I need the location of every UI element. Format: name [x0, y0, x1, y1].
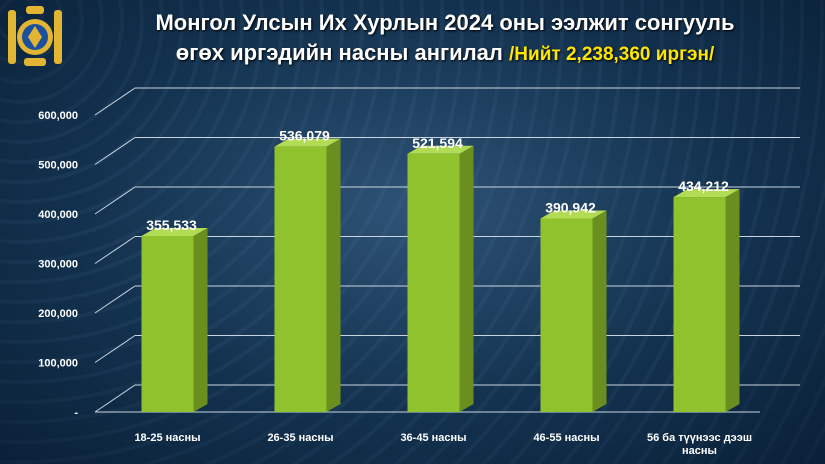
bar	[673, 197, 726, 412]
chart-title: Монгол Улсын Их Хурлын 2024 оны ээлжит с…	[70, 8, 820, 70]
bar-top	[274, 138, 341, 147]
bar	[540, 218, 593, 412]
bar-top	[141, 228, 208, 237]
bar-side	[592, 210, 607, 412]
y-tick-label: 500,000	[38, 160, 78, 172]
bar-top	[540, 210, 607, 219]
data-label: 521,594	[412, 135, 463, 151]
state-emblem-logo	[8, 6, 62, 66]
bar-side	[193, 228, 208, 412]
gridline-depth	[94, 236, 136, 264]
gridline-depth	[94, 186, 136, 215]
x-tick-label: 18-25 насны	[134, 432, 200, 444]
gridline-depth	[94, 335, 136, 363]
y-tick-label: 400,000	[38, 209, 78, 221]
gridline-depth	[94, 137, 136, 165]
bar-side	[326, 138, 341, 412]
title-line-2-text: өгөх иргэдийн насны ангилал	[175, 40, 503, 65]
x-tick-label: 46-55 насны	[533, 432, 599, 444]
data-label: 536,079	[279, 128, 330, 144]
title-line-1: Монгол Улсын Их Хурлын 2024 оны ээлжит с…	[155, 10, 735, 35]
bar-top	[673, 189, 740, 198]
x-tick-label: 56 ба түүнээс дээш насны	[647, 432, 752, 457]
gridline-depth	[94, 384, 136, 413]
gridline-depth	[94, 87, 136, 116]
bar	[274, 146, 327, 412]
data-label: 355,533	[146, 217, 197, 233]
bar-side	[725, 189, 740, 412]
x-tick-label: 36-45 насны	[400, 432, 466, 444]
gridline-depth	[94, 285, 136, 314]
y-tick-label: 200,000	[38, 308, 78, 320]
x-tick-label: 26-35 насны	[267, 432, 333, 444]
bar	[141, 236, 194, 412]
y-tick-label: -	[74, 407, 78, 419]
data-label: 390,942	[545, 199, 596, 215]
data-label: 434,212	[678, 178, 729, 194]
bar	[407, 153, 460, 412]
y-tick-label: 300,000	[38, 259, 78, 271]
bar-top	[407, 145, 474, 154]
bar-side	[459, 145, 474, 412]
y-tick-label: 100,000	[38, 358, 78, 370]
total-citizens-label: /Нийт 2,238,360 иргэн/	[509, 44, 715, 65]
title-line-2: өгөх иргэдийн насны ангилал /Нийт 2,238,…	[70, 38, 820, 70]
y-tick-label: 600,000	[38, 110, 78, 122]
